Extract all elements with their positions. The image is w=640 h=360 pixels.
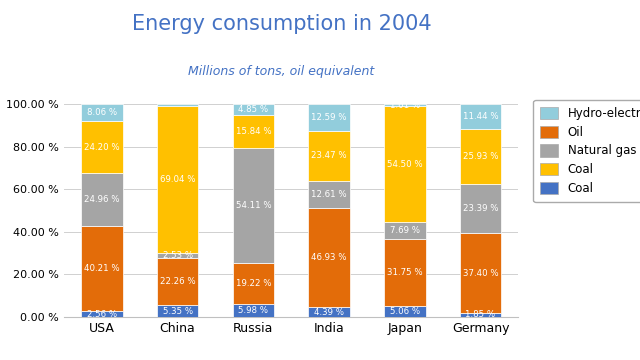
Text: 8.06 %: 8.06 % [87, 108, 117, 117]
Text: 25.93 %: 25.93 % [463, 152, 499, 161]
Text: 12.61 %: 12.61 % [311, 190, 347, 199]
Bar [81, 121, 123, 173]
Text: 1.85 %: 1.85 % [465, 310, 495, 319]
Text: 4.85 %: 4.85 % [238, 105, 268, 114]
Bar [81, 104, 123, 121]
Bar [232, 148, 274, 263]
Text: Millions of tons, oil equivalent: Millions of tons, oil equivalent [188, 65, 375, 78]
Bar [460, 129, 501, 184]
Bar [232, 104, 274, 114]
Bar [232, 114, 274, 148]
Bar [384, 104, 426, 106]
Text: 12.59 %: 12.59 % [311, 113, 347, 122]
Bar [384, 239, 426, 306]
Text: 24.96 %: 24.96 % [84, 195, 120, 204]
Bar [460, 233, 501, 313]
Bar [232, 263, 274, 304]
Text: 31.75 %: 31.75 % [387, 268, 422, 277]
Bar [384, 106, 426, 222]
Text: 4.39 %: 4.39 % [314, 308, 344, 317]
Bar [308, 181, 350, 208]
Text: 69.04 %: 69.04 % [160, 175, 195, 184]
Bar [460, 104, 501, 129]
Text: Energy consumption in 2004: Energy consumption in 2004 [132, 14, 431, 35]
Text: 23.47 %: 23.47 % [311, 152, 347, 161]
Bar [81, 311, 123, 317]
Text: 15.84 %: 15.84 % [236, 127, 271, 136]
Bar [308, 104, 350, 131]
Text: 23.39 %: 23.39 % [463, 204, 499, 213]
Bar [157, 305, 198, 317]
Bar [157, 253, 198, 258]
Text: 24.20 %: 24.20 % [84, 143, 120, 152]
Text: 7.69 %: 7.69 % [390, 226, 420, 235]
Text: 5.35 %: 5.35 % [163, 307, 193, 316]
Text: 40.21 %: 40.21 % [84, 264, 120, 273]
Bar [308, 208, 350, 307]
Bar [81, 173, 123, 226]
Text: 1.01 %: 1.01 % [390, 101, 420, 110]
Text: 5.06 %: 5.06 % [390, 307, 420, 316]
Bar [81, 226, 123, 311]
Text: 46.93 %: 46.93 % [311, 253, 347, 262]
Text: 11.44 %: 11.44 % [463, 112, 499, 121]
Bar [308, 307, 350, 317]
Bar [460, 313, 501, 317]
Bar [157, 258, 198, 305]
Bar [384, 306, 426, 317]
Bar [232, 304, 274, 317]
Text: 54.50 %: 54.50 % [387, 160, 422, 169]
Bar [157, 106, 198, 253]
Legend: Hydro-electric, Oil, Natural gas, Coal, Coal: Hydro-electric, Oil, Natural gas, Coal, … [533, 99, 640, 202]
Bar [308, 131, 350, 181]
Bar [460, 184, 501, 233]
Text: 37.40 %: 37.40 % [463, 269, 499, 278]
Text: 54.11 %: 54.11 % [236, 201, 271, 210]
Bar [157, 104, 198, 106]
Text: 22.26 %: 22.26 % [160, 277, 195, 286]
Text: 2.53 %: 2.53 % [163, 251, 193, 260]
Bar [384, 222, 426, 239]
Text: 19.22 %: 19.22 % [236, 279, 271, 288]
Text: 5.98 %: 5.98 % [238, 306, 268, 315]
Text: 2.56 %: 2.56 % [87, 310, 117, 319]
